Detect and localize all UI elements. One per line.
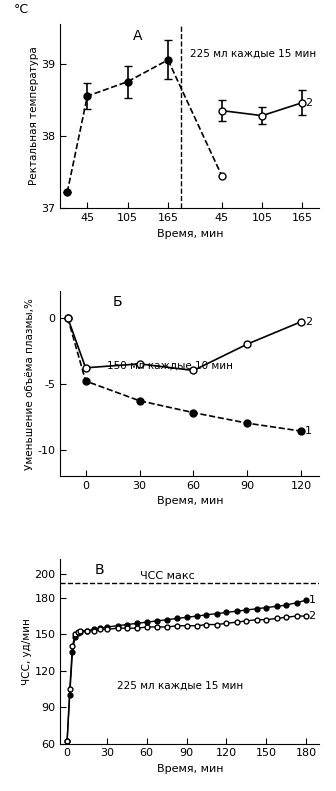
Text: °С: °С — [14, 3, 29, 17]
Text: В: В — [94, 562, 104, 577]
Text: А: А — [133, 29, 143, 44]
Text: Б: Б — [113, 295, 122, 309]
Text: 2: 2 — [305, 97, 312, 108]
Y-axis label: Уменьшение объёма плазмы,%: Уменьшение объёма плазмы,% — [25, 297, 35, 470]
X-axis label: Время, мин: Время, мин — [157, 764, 223, 774]
X-axis label: Время, мин: Время, мин — [157, 496, 223, 506]
Text: 1: 1 — [308, 596, 316, 605]
Text: 1: 1 — [305, 426, 312, 436]
Text: 150 мл каждые 10 мин: 150 мл каждые 10 мин — [107, 361, 233, 371]
Text: 2: 2 — [305, 316, 312, 327]
Text: ЧСС макс: ЧСС макс — [140, 571, 195, 581]
X-axis label: Время, мин: Время, мин — [157, 229, 223, 239]
Text: 2: 2 — [308, 611, 316, 621]
Y-axis label: Ректальная температура: Ректальная температура — [29, 47, 39, 185]
Text: 225 мл каждые 15 мин: 225 мл каждые 15 мин — [117, 680, 244, 691]
Text: 225 мл каждые 15 мин: 225 мл каждые 15 мин — [190, 49, 316, 59]
Y-axis label: ЧСС, уд/мин: ЧСС, уд/мин — [22, 618, 32, 685]
